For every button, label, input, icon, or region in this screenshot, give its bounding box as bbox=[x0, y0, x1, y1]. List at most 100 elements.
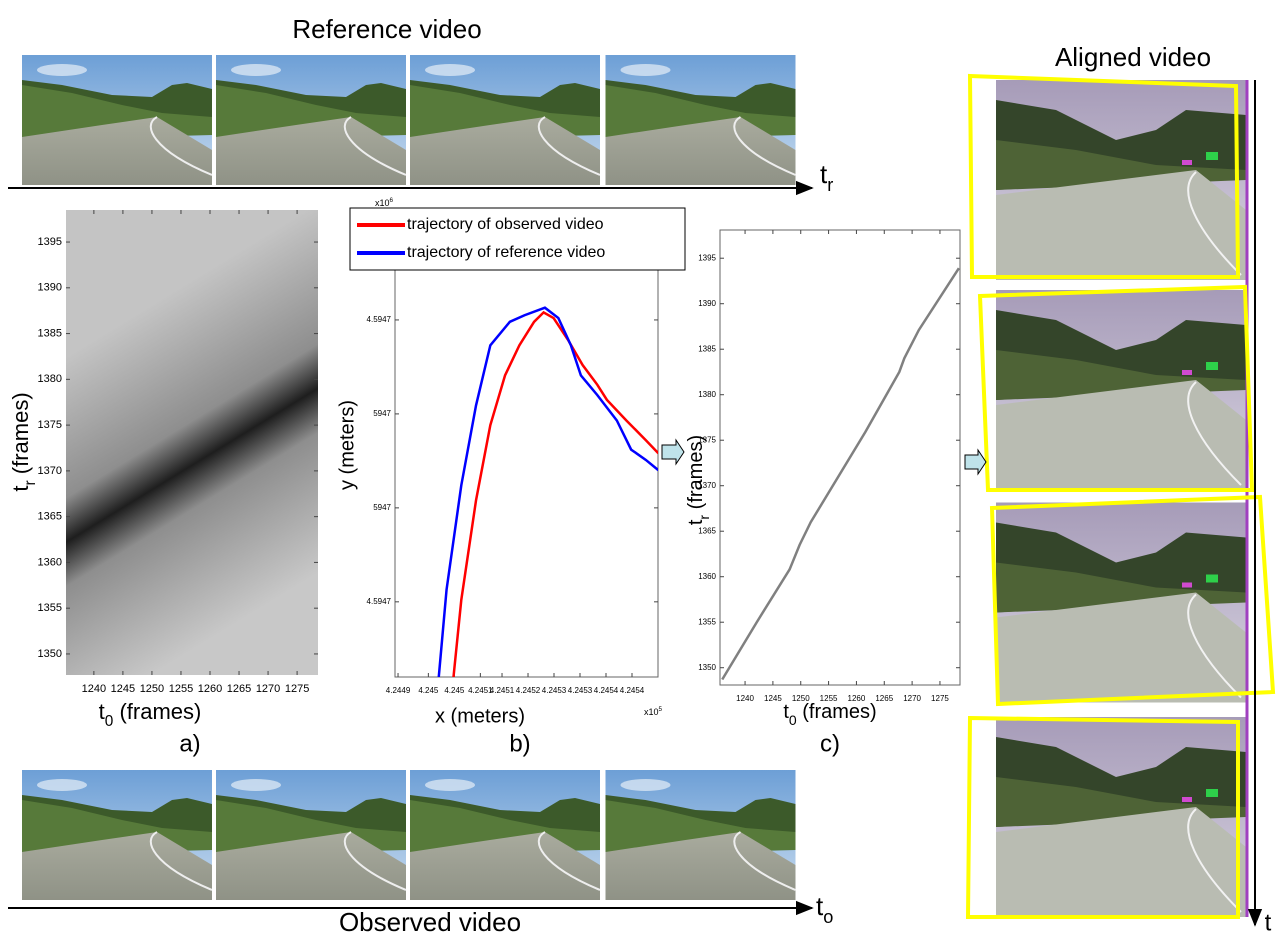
label-part: (frames) bbox=[797, 701, 877, 723]
video-frame bbox=[604, 770, 797, 900]
video-frame bbox=[410, 55, 600, 185]
alignment-box bbox=[967, 73, 1241, 279]
video-frame bbox=[996, 80, 1246, 280]
video-frame bbox=[604, 55, 797, 185]
alignment-box bbox=[977, 284, 1255, 492]
y-tick-label: 1395 bbox=[38, 236, 62, 248]
label-part: 5 bbox=[659, 706, 663, 713]
series-line bbox=[452, 310, 658, 677]
x-tick-label: 4.2452 bbox=[516, 686, 541, 695]
section-title: Aligned video bbox=[1055, 42, 1211, 72]
label-part: r bbox=[827, 175, 833, 195]
plot-frame bbox=[719, 229, 961, 686]
y-tick-label: 1380 bbox=[698, 390, 716, 399]
axis-label: y (meters) bbox=[336, 400, 358, 490]
label-part: 6 bbox=[390, 197, 394, 204]
x-tick-label: 1270 bbox=[903, 694, 921, 703]
label-part: (frames) bbox=[8, 392, 33, 480]
x-tick-label: 1270 bbox=[256, 683, 280, 695]
label-part: (frames) bbox=[685, 435, 707, 515]
aligned-frames bbox=[965, 73, 1276, 919]
x-tick-label: 4.2451 bbox=[468, 686, 493, 695]
x-tick-label: 4.245 bbox=[444, 686, 465, 695]
x-tick-label: 1260 bbox=[198, 683, 222, 695]
axis-label: tr (frames) bbox=[8, 392, 39, 491]
x-tick-label: 1250 bbox=[140, 683, 164, 695]
x-tick-label: 1275 bbox=[931, 694, 949, 703]
plot-frame bbox=[394, 209, 659, 678]
y-tick-label: 1360 bbox=[698, 572, 716, 581]
y-tick-label: 4.5947 bbox=[367, 597, 392, 606]
y-tick-label: 1375 bbox=[38, 419, 62, 431]
y-tick-label: 1385 bbox=[38, 327, 62, 339]
label-part: t bbox=[783, 701, 789, 723]
label-part: x10 bbox=[375, 198, 390, 208]
video-frame bbox=[996, 501, 1246, 704]
x-tick-label: 1255 bbox=[820, 694, 838, 703]
label-part: r bbox=[696, 515, 712, 520]
x-tick-label: 1245 bbox=[764, 694, 782, 703]
x-tick-label: 4.2451 bbox=[490, 686, 515, 695]
x-tick-label: 4.2449 bbox=[386, 686, 411, 695]
y-tick-label: 1360 bbox=[38, 556, 62, 568]
x-tick-label: 1240 bbox=[736, 694, 754, 703]
y-tick-label: 1395 bbox=[698, 253, 716, 262]
y-tick-label: 1370 bbox=[698, 481, 716, 490]
x-tick-label: 4.2454 bbox=[594, 686, 619, 695]
legend-label: trajectory of reference video bbox=[407, 244, 605, 261]
series-line bbox=[437, 306, 658, 677]
heatmap bbox=[66, 210, 318, 675]
y-tick-label: 1385 bbox=[698, 344, 716, 353]
axis-label: tr (frames) bbox=[685, 435, 711, 525]
video-frame bbox=[22, 770, 212, 900]
x-tick-label: 1265 bbox=[227, 683, 251, 695]
x-tick-label: 4.245 bbox=[418, 686, 439, 695]
legend-label: trajectory of observed video bbox=[407, 216, 604, 233]
video-frame bbox=[22, 55, 212, 185]
label-part: (frames) bbox=[113, 699, 201, 724]
y-tick-label: 4.5947 bbox=[367, 315, 392, 324]
axis-label: t0 (frames) bbox=[783, 701, 876, 727]
section-title: Observed video bbox=[339, 907, 521, 937]
video-frame bbox=[996, 290, 1246, 490]
x-tick-label: 1245 bbox=[111, 683, 135, 695]
y-tick-label: 5947 bbox=[373, 503, 391, 512]
video-frame bbox=[410, 770, 600, 900]
y-tick-label: 1370 bbox=[38, 465, 62, 477]
axis-label: x105 bbox=[644, 706, 663, 717]
y-tick-label: 5947 bbox=[373, 409, 391, 418]
axis-label: x106 bbox=[375, 197, 394, 208]
x-tick-label: 1240 bbox=[82, 683, 106, 695]
label-part: o bbox=[823, 907, 833, 927]
label-part: x10 bbox=[644, 707, 659, 717]
reference-frames bbox=[22, 55, 797, 185]
axis-label: t bbox=[1265, 909, 1272, 936]
legend-box bbox=[349, 207, 686, 271]
y-tick-label: 1380 bbox=[38, 373, 62, 385]
label-part: t bbox=[820, 159, 828, 189]
axis-label: t0 (frames) bbox=[99, 699, 202, 730]
video-frame bbox=[996, 717, 1246, 917]
x-tick-label: 1275 bbox=[285, 683, 309, 695]
y-tick-label: 1390 bbox=[38, 282, 62, 294]
section-title: Reference video bbox=[292, 14, 481, 44]
label-part: t bbox=[816, 891, 824, 921]
y-tick-label: 1390 bbox=[698, 299, 716, 308]
panel-label: b) bbox=[509, 730, 530, 757]
x-tick-label: 1265 bbox=[875, 694, 893, 703]
y-tick-label: 1355 bbox=[38, 602, 62, 614]
x-tick-label: 1260 bbox=[848, 694, 866, 703]
y-tick-label: 1350 bbox=[38, 648, 62, 660]
alignment-box bbox=[989, 494, 1276, 707]
label-part: t bbox=[99, 699, 105, 724]
y-tick-label: 1350 bbox=[698, 663, 716, 672]
legend: trajectory of observed video trajectory o… bbox=[349, 207, 686, 271]
flow-arrow bbox=[964, 448, 987, 476]
y-tick-label: 1365 bbox=[38, 511, 62, 523]
label-part: r bbox=[22, 480, 39, 485]
label-part: 0 bbox=[789, 712, 797, 728]
series-line bbox=[721, 267, 960, 681]
x-tick-label: 4.2454 bbox=[620, 686, 645, 695]
